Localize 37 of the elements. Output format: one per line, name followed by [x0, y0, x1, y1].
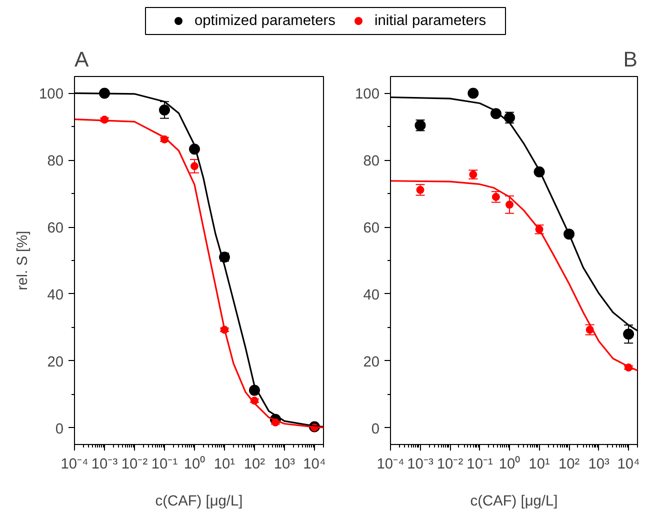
y-axis-title: rel. S [%]	[15, 230, 32, 290]
x-tick-label: 10¹	[528, 456, 550, 472]
x-tick-label: 10⁻⁴	[376, 456, 404, 472]
x-axis-title: c(CAF) [μg/L]	[470, 494, 558, 510]
x-tick-label: 10³	[274, 456, 296, 472]
x-tick-label: 10⁻¹	[466, 456, 493, 472]
x-tick-label: 10⁻⁴	[60, 456, 88, 472]
x-tick-label: 10⁴	[303, 456, 326, 472]
x-tick-label: 10³	[588, 456, 610, 472]
x-tick-label: 10⁴	[617, 456, 640, 472]
x-tick-label: 10²	[558, 456, 580, 472]
x-tick-label: 10²	[244, 456, 266, 472]
y-tick-label: 100	[355, 86, 380, 103]
y-tick-label: 20	[363, 354, 380, 370]
legend-label: optimized parameters	[194, 13, 336, 29]
y-tick-label: 80	[47, 154, 64, 170]
y-tick-label: 20	[47, 354, 64, 370]
y-tick-label: 100	[39, 86, 64, 103]
y-tick-label: 60	[47, 220, 64, 237]
y-tick-label: 60	[363, 220, 380, 237]
x-tick-label: 10⁻³	[407, 456, 434, 472]
y-tick-label: 80	[363, 154, 380, 170]
y-tick-label: 40	[47, 287, 64, 304]
chart-title: A	[74, 48, 90, 72]
legend-label: initial parameters	[374, 13, 486, 29]
x-tick-label: 10⁻²	[121, 456, 148, 472]
y-tick-label: 0	[55, 421, 64, 438]
x-tick-label: 10⁻²	[436, 456, 464, 472]
x-tick-label: 10¹	[214, 456, 236, 472]
chart-title: B	[623, 48, 638, 72]
y-tick-label: 0	[371, 421, 380, 438]
x-tick-label: 10⁰	[498, 456, 520, 472]
x-tick-label: 10⁻¹	[151, 456, 178, 472]
x-tick-label: 10⁰	[184, 456, 206, 472]
x-tick-label: 10⁻³	[91, 456, 118, 472]
x-axis-title: c(CAF) [μg/L]	[155, 494, 243, 510]
y-tick-label: 40	[363, 287, 380, 304]
